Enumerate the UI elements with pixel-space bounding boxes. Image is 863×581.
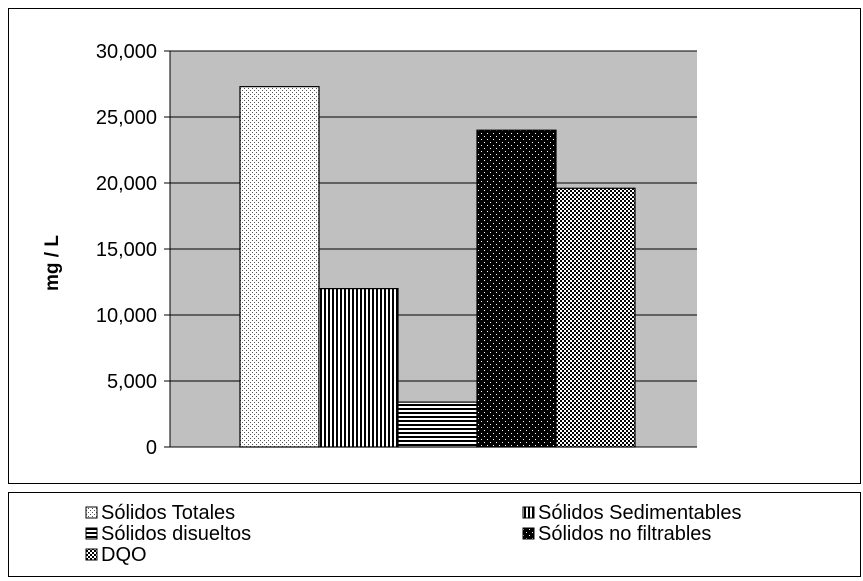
y-tick-label: 5,000	[107, 371, 157, 393]
bars	[239, 86, 636, 448]
y-tick-label: 15,000	[96, 239, 157, 261]
legend-label: Sólidos Totales	[101, 502, 235, 524]
y-axis-title: mg / L	[42, 235, 63, 291]
legend-swatch	[522, 506, 535, 519]
legend-swatch	[85, 527, 98, 540]
legend-swatch	[522, 527, 535, 540]
bar-s-lidos-disueltos	[397, 401, 478, 448]
legend-swatch	[85, 506, 98, 519]
bar-s-lidos-sedimentables	[318, 288, 399, 448]
legend: Sólidos Totales Sólidos SedimentablesSóli…	[85, 502, 741, 566]
y-tick-label: 20,000	[96, 173, 157, 195]
bar-s-lidos-totales	[239, 86, 320, 448]
y-tick-label: 25,000	[96, 107, 157, 129]
y-tick-label: 0	[146, 437, 157, 459]
legend-label: Sólidos disueltos	[101, 523, 251, 545]
legend-label: Sólidos Sedimentables	[538, 502, 741, 524]
bar-s-lidos-no-filtrables	[476, 129, 557, 448]
legend-label: Sólidos no filtrables	[538, 523, 711, 545]
y-tick-label: 30,000	[96, 41, 157, 63]
y-ticks: 0 5,000 10,000 15,000 20,000 25,000 30,000	[96, 41, 170, 459]
legend-frame	[8, 492, 861, 577]
legend-swatch	[85, 548, 98, 561]
legend-label: DQO	[101, 544, 147, 566]
bar-dqo	[555, 187, 636, 448]
y-tick-label: 10,000	[96, 305, 157, 327]
